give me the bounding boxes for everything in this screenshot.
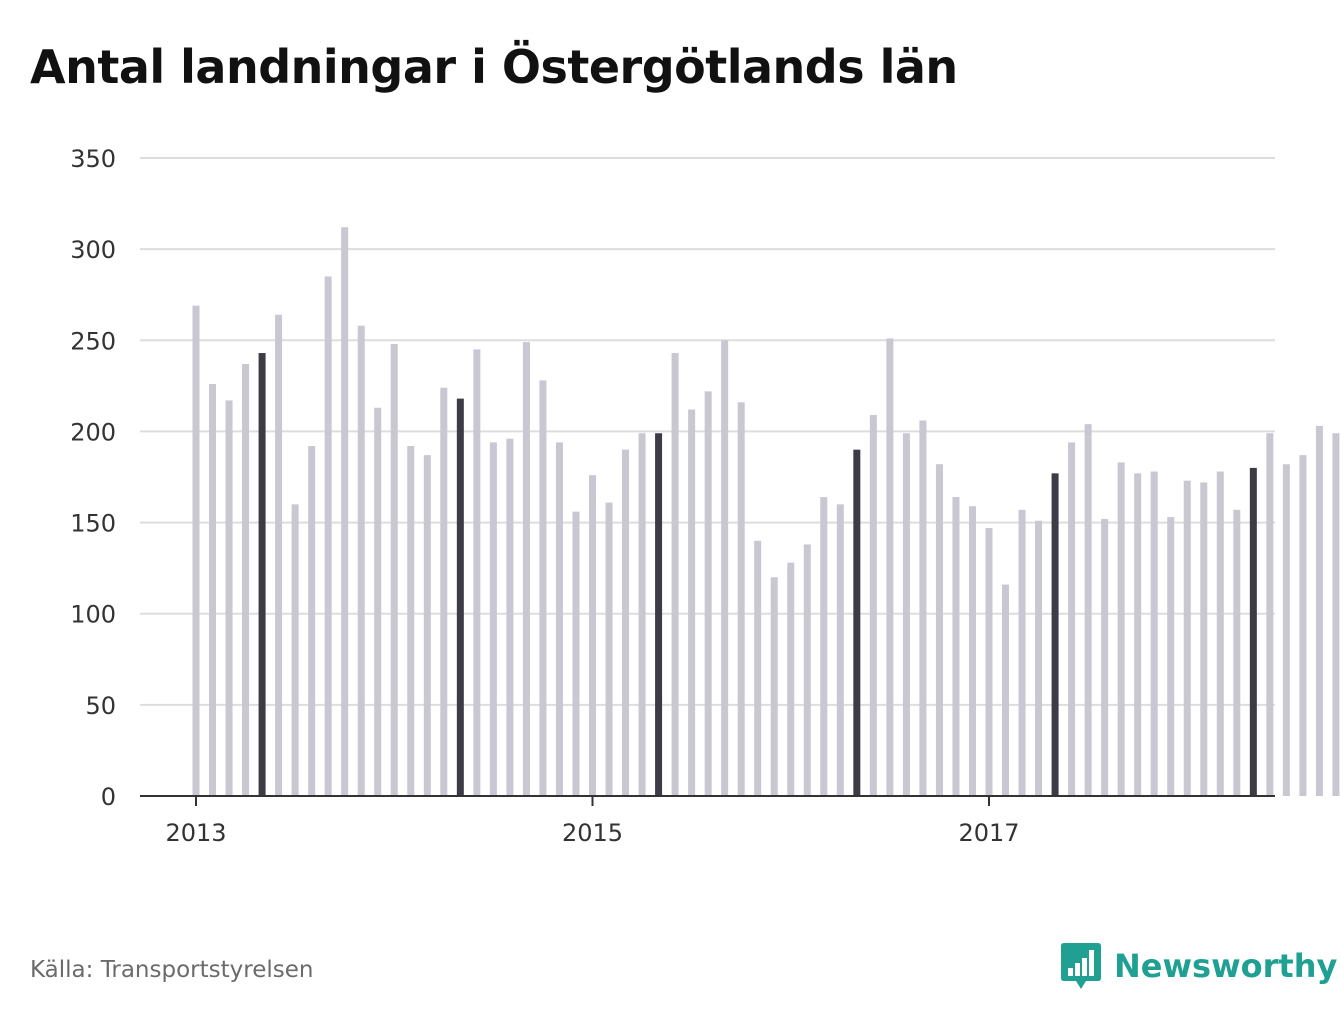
bar [754, 540, 762, 796]
bar [291, 504, 299, 796]
y-tick-label: 100 [70, 601, 116, 629]
brand-name: Newsworthy [1114, 947, 1338, 985]
bar [721, 340, 729, 796]
bar [671, 353, 679, 796]
y-tick-label: 300 [70, 236, 116, 264]
bar [1101, 518, 1109, 796]
bar [1018, 509, 1026, 796]
bar [456, 398, 464, 796]
bar [1117, 462, 1125, 796]
y-tick-label: 50 [85, 692, 116, 720]
bar [952, 497, 960, 796]
bar [589, 475, 596, 796]
bar [1084, 424, 1092, 796]
bar [572, 511, 580, 796]
bar [374, 407, 382, 796]
bar [258, 353, 266, 796]
bar-chart-speech-bubble-icon [1061, 943, 1101, 989]
bar [869, 415, 877, 796]
bar [919, 420, 927, 796]
bar [935, 464, 943, 796]
bar [1035, 520, 1043, 796]
bar [688, 409, 696, 796]
y-axis-ticks: 0 50 100 150 200 250 300 350 [70, 145, 116, 811]
bar [836, 504, 844, 796]
chart-title: Antal landningar i Östergötlands län [30, 40, 958, 94]
y-tick-label: 0 [101, 783, 116, 811]
bar [1183, 480, 1191, 796]
bar [275, 314, 283, 796]
bar [423, 455, 431, 796]
bar [1200, 482, 1208, 796]
bar [1266, 433, 1274, 796]
y-tick-label: 200 [70, 418, 116, 446]
bar [192, 305, 200, 796]
bar [555, 442, 563, 796]
bar [770, 577, 778, 796]
source-note: Källa: Transportstyrelsen [30, 957, 314, 983]
x-tick-label: 2015 [562, 819, 623, 847]
bar [1282, 464, 1290, 796]
bar [1332, 433, 1340, 796]
bar [622, 449, 630, 796]
bar [341, 227, 349, 796]
bar [506, 438, 514, 796]
bar [1299, 455, 1307, 796]
bar [787, 562, 795, 796]
bar [820, 497, 828, 796]
y-tick-label: 250 [70, 327, 116, 355]
bar [489, 442, 497, 796]
bar [638, 433, 646, 796]
bar [985, 528, 993, 796]
bar [324, 276, 332, 796]
bar [407, 446, 415, 796]
bar [539, 380, 547, 796]
bar [209, 384, 217, 796]
bar [704, 391, 712, 796]
x-tick-label: 2017 [958, 819, 1019, 847]
bar [473, 349, 481, 796]
bar [1249, 467, 1257, 796]
bar [1233, 509, 1241, 796]
bar [737, 402, 745, 796]
bar [390, 343, 398, 796]
bar [968, 506, 976, 796]
bar [1150, 471, 1158, 796]
bar [242, 363, 250, 796]
bar [655, 433, 663, 796]
bar [1216, 471, 1224, 796]
bars [192, 227, 1340, 796]
bar [886, 338, 894, 796]
bar [440, 387, 448, 796]
bar [902, 433, 910, 796]
bar [1068, 442, 1076, 796]
y-tick-label: 350 [70, 145, 116, 173]
bar [1051, 473, 1059, 796]
bar [803, 544, 811, 796]
bar [308, 446, 316, 796]
bar [605, 502, 613, 796]
bar [1002, 584, 1010, 796]
bar [853, 449, 861, 796]
x-axis-ticks: 201320152017201920212023 [165, 796, 1020, 847]
bar [225, 400, 233, 796]
newsworthy-logo[interactable]: Newsworthy [1060, 940, 1337, 992]
bar [522, 342, 530, 796]
y-tick-label: 150 [70, 510, 116, 538]
bar [1167, 517, 1175, 796]
bar [357, 325, 365, 796]
bar [1134, 473, 1142, 796]
bar [1315, 425, 1323, 796]
x-tick-label: 2013 [165, 819, 226, 847]
